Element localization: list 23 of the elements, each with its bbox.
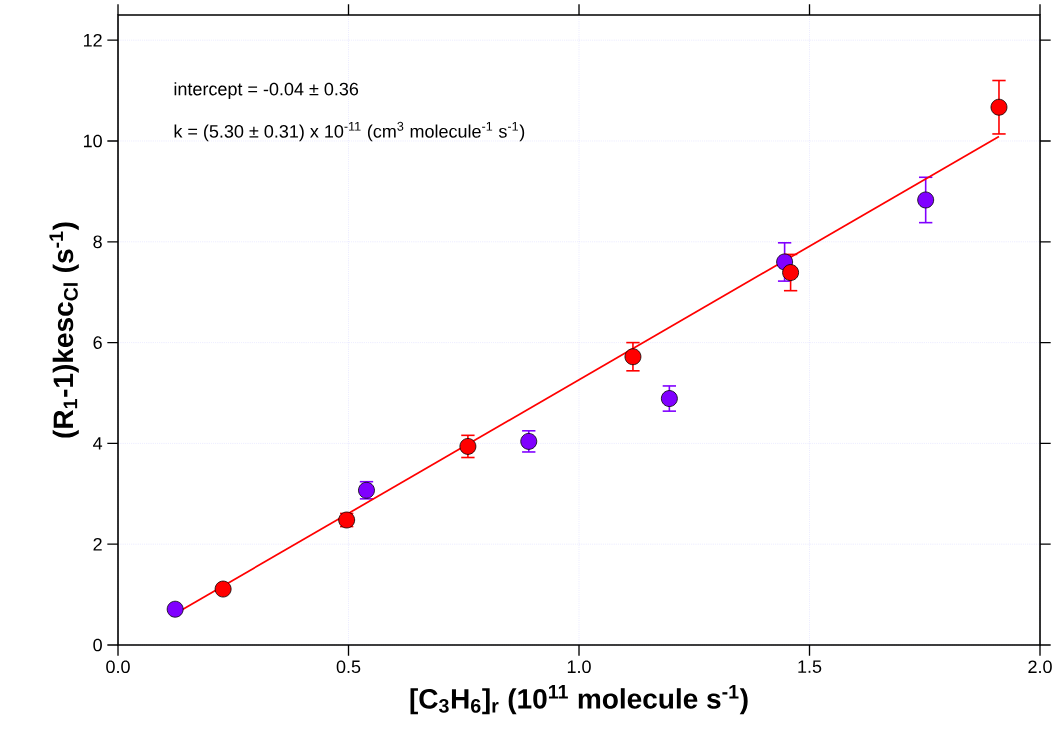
x-tick-label: 1.5	[798, 660, 822, 673]
text: [C$_{3}$H$_{6}$]$_{r}$ (10$^{11}$ molecule s$^{-1}$)	[410, 684, 748, 715]
point	[459, 438, 477, 455]
y-tick-label: 10	[83, 134, 102, 148]
y-axis-title: (R$_{1}$-1)kesc$_{Cl}$ (s$^{-1}$)	[49, 222, 79, 438]
x-tick-label: 2.0	[1028, 660, 1052, 674]
y-tick-label: 0	[93, 638, 102, 652]
x-tick-label: 0.0	[106, 660, 130, 674]
point	[917, 191, 935, 209]
point	[166, 600, 184, 618]
point	[990, 98, 1008, 116]
x-tick-label: 0.5	[336, 660, 361, 674]
annotation: intercept = -0.04 ± 0.36	[174, 82, 359, 99]
x-tick-label: 1.0	[567, 660, 591, 674]
point	[660, 390, 678, 407]
point	[624, 348, 642, 366]
point	[214, 580, 232, 598]
y-tick-label: 12	[83, 33, 102, 47]
y-tick-label: 8	[93, 235, 102, 249]
y-tick-label: 2	[93, 537, 102, 551]
y-tick-label: 4	[93, 437, 103, 450]
y-tick-label: 6	[93, 336, 102, 349]
text: k = (5.30 ± 0.31) x 10$^{-11}$ (cm$^{3}$ molecule$^{-1}$ s$^{-1}$)	[174, 121, 525, 142]
